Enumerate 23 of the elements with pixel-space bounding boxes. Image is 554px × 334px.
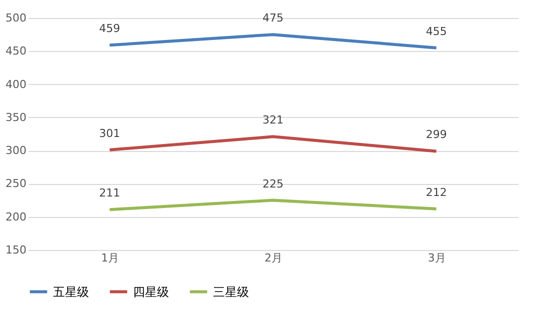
data-label: 211 [99, 186, 120, 200]
legend-label: 四星级 [133, 284, 169, 299]
y-tick-label: 300 [6, 144, 26, 158]
x-tick-label: 3月 [428, 252, 446, 264]
legend-label: 三星级 [213, 284, 249, 299]
data-label: 475 [262, 12, 284, 25]
x-tick-label: 2月 [264, 252, 282, 264]
y-tick-label: 150 [6, 244, 26, 256]
y-tick-label: 500 [6, 12, 26, 24]
y-tick-label: 200 [6, 210, 26, 224]
y-tick-label: 250 [6, 177, 26, 190]
data-label: 321 [262, 114, 284, 127]
y-tick-label: 350 [6, 110, 26, 124]
data-label: 299 [426, 128, 447, 142]
legend-label: 五星级 [53, 284, 89, 299]
data-label: 459 [99, 22, 120, 36]
data-label: 301 [99, 126, 120, 140]
y-tick-label: 400 [6, 78, 26, 91]
data-label: 225 [262, 177, 284, 190]
x-tick-label: 1月 [101, 252, 120, 264]
y-tick-label: 450 [6, 44, 26, 58]
data-label: 212 [426, 186, 447, 199]
data-label: 455 [426, 24, 447, 38]
